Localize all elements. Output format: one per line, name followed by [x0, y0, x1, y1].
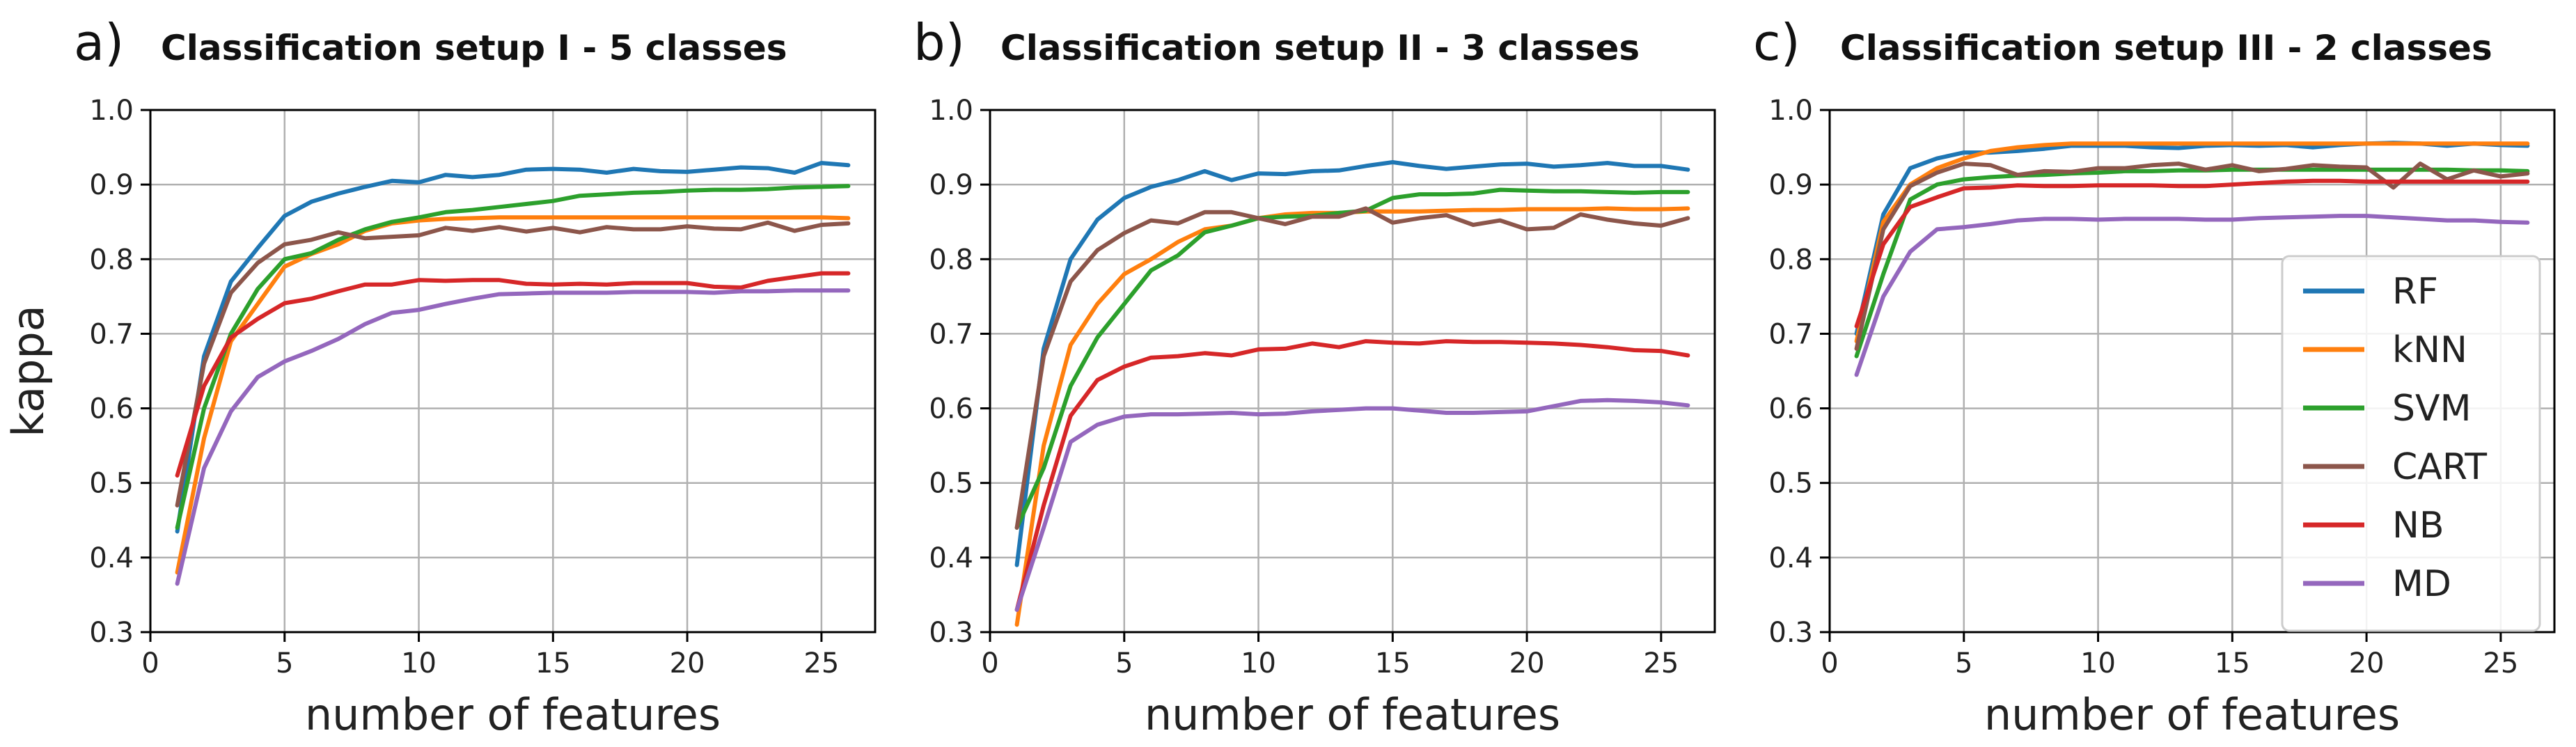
x-tick-label: 5 — [276, 647, 293, 679]
y-tick-label: 0.4 — [1768, 542, 1813, 574]
y-tick-label: 0.5 — [89, 468, 134, 500]
y-tick-label: 0.4 — [929, 542, 973, 574]
y-tick-label: 0.6 — [1768, 393, 1813, 425]
chart-panel-b: b) Classification setup II - 3 classes 0 5 1… — [913, 13, 1716, 740]
y-tick-label: 0.9 — [89, 169, 134, 201]
y-tick-label: 0.7 — [89, 318, 134, 350]
plot-frame — [1828, 109, 2556, 634]
y-tick-label: 0.6 — [89, 393, 134, 425]
legend-label-svm: SVM — [2392, 388, 2471, 430]
y-axis-label: kappa — [3, 305, 54, 437]
series-line-nb — [175, 271, 851, 478]
y-tick-label: 0.5 — [1768, 468, 1813, 500]
series-line-cart — [1854, 162, 2530, 351]
series-line-md — [1854, 214, 2530, 377]
x-axis-label: number of features — [1984, 689, 2400, 740]
y-tick-label: 1.0 — [1768, 95, 1813, 127]
x-tick-label: 0 — [981, 647, 998, 679]
panel-letter: a) — [74, 13, 124, 72]
series-line-knn — [175, 215, 851, 575]
chart-title: Classification setup III - 2 classes — [1840, 28, 2492, 68]
x-axis-label: number of features — [305, 689, 721, 740]
legend-label-nb: NB — [2392, 505, 2444, 547]
y-tick-label: 0.3 — [89, 617, 134, 649]
legend-label-md: MD — [2392, 563, 2451, 605]
x-tick-label: 15 — [1375, 647, 1411, 679]
legend-label-knn: kNN — [2392, 329, 2467, 371]
y-tick-label: 1.0 — [929, 95, 973, 127]
y-tick-label: 0.8 — [1768, 244, 1813, 276]
series-line-rf — [175, 161, 851, 534]
x-tick-label: 25 — [1643, 647, 1679, 679]
series-line-nb — [1854, 178, 2530, 329]
legend: RF kNN SVM CART NB MD — [2281, 255, 2541, 632]
x-axis-label: number of features — [1145, 689, 1560, 740]
y-tick-label: 0.7 — [1768, 318, 1813, 350]
x-tick-label: 0 — [141, 647, 159, 679]
x-tick-label: 10 — [2080, 647, 2116, 679]
y-tick-label: 0.3 — [929, 617, 973, 649]
x-tick-label: 15 — [535, 647, 571, 679]
series-line-md — [1014, 398, 1690, 612]
y-tick-label: 0.4 — [89, 542, 134, 574]
chart-title: Classification setup I - 5 classes — [161, 28, 787, 68]
series-line-cart — [1014, 206, 1690, 530]
x-tick-label: 10 — [401, 647, 437, 679]
series-line-nb — [1014, 339, 1690, 612]
y-tick-label: 0.9 — [1768, 169, 1813, 201]
x-tick-label: 25 — [803, 647, 839, 679]
y-tick-label: 0.8 — [929, 244, 973, 276]
y-tick-label: 0.6 — [929, 393, 973, 425]
legend-label-rf: RF — [2392, 271, 2438, 313]
series-line-cart — [175, 220, 851, 508]
x-tick-label: 15 — [2215, 647, 2250, 679]
series-line-svm — [175, 184, 851, 530]
x-tick-label: 20 — [670, 647, 705, 679]
legend-label-cart: CART — [2392, 446, 2487, 488]
y-tick-label: 0.3 — [1768, 617, 1813, 649]
y-tick-label: 1.0 — [89, 95, 134, 127]
x-tick-label: 20 — [2349, 647, 2385, 679]
x-tick-label: 5 — [1955, 647, 1972, 679]
y-tick-label: 0.9 — [929, 169, 973, 201]
x-tick-label: 0 — [1821, 647, 1838, 679]
x-tick-label: 20 — [1509, 647, 1545, 679]
x-tick-label: 5 — [1115, 647, 1133, 679]
plot-frame — [989, 109, 1716, 634]
chart-panel-a: a) Classification setup I - 5 classes 0 5 10… — [3, 13, 877, 740]
y-tick-label: 0.8 — [89, 244, 134, 276]
x-tick-label: 10 — [1241, 647, 1276, 679]
y-tick-label: 0.5 — [929, 468, 973, 500]
series-line-svm — [1014, 187, 1690, 530]
series-line-rf — [1014, 160, 1690, 567]
chart-panel-c: c) Classification setup III - 2 classes 0 5… — [1753, 13, 2556, 740]
panel-letter: b) — [913, 13, 965, 72]
series-line-md — [175, 288, 851, 586]
x-tick-label: 25 — [2483, 647, 2518, 679]
chart-title: Classification setup II - 3 classes — [1000, 28, 1640, 68]
series-line-knn — [1854, 141, 2530, 344]
y-tick-label: 0.7 — [929, 318, 973, 350]
plot-frame — [149, 109, 877, 634]
panel-letter: c) — [1753, 13, 1800, 72]
